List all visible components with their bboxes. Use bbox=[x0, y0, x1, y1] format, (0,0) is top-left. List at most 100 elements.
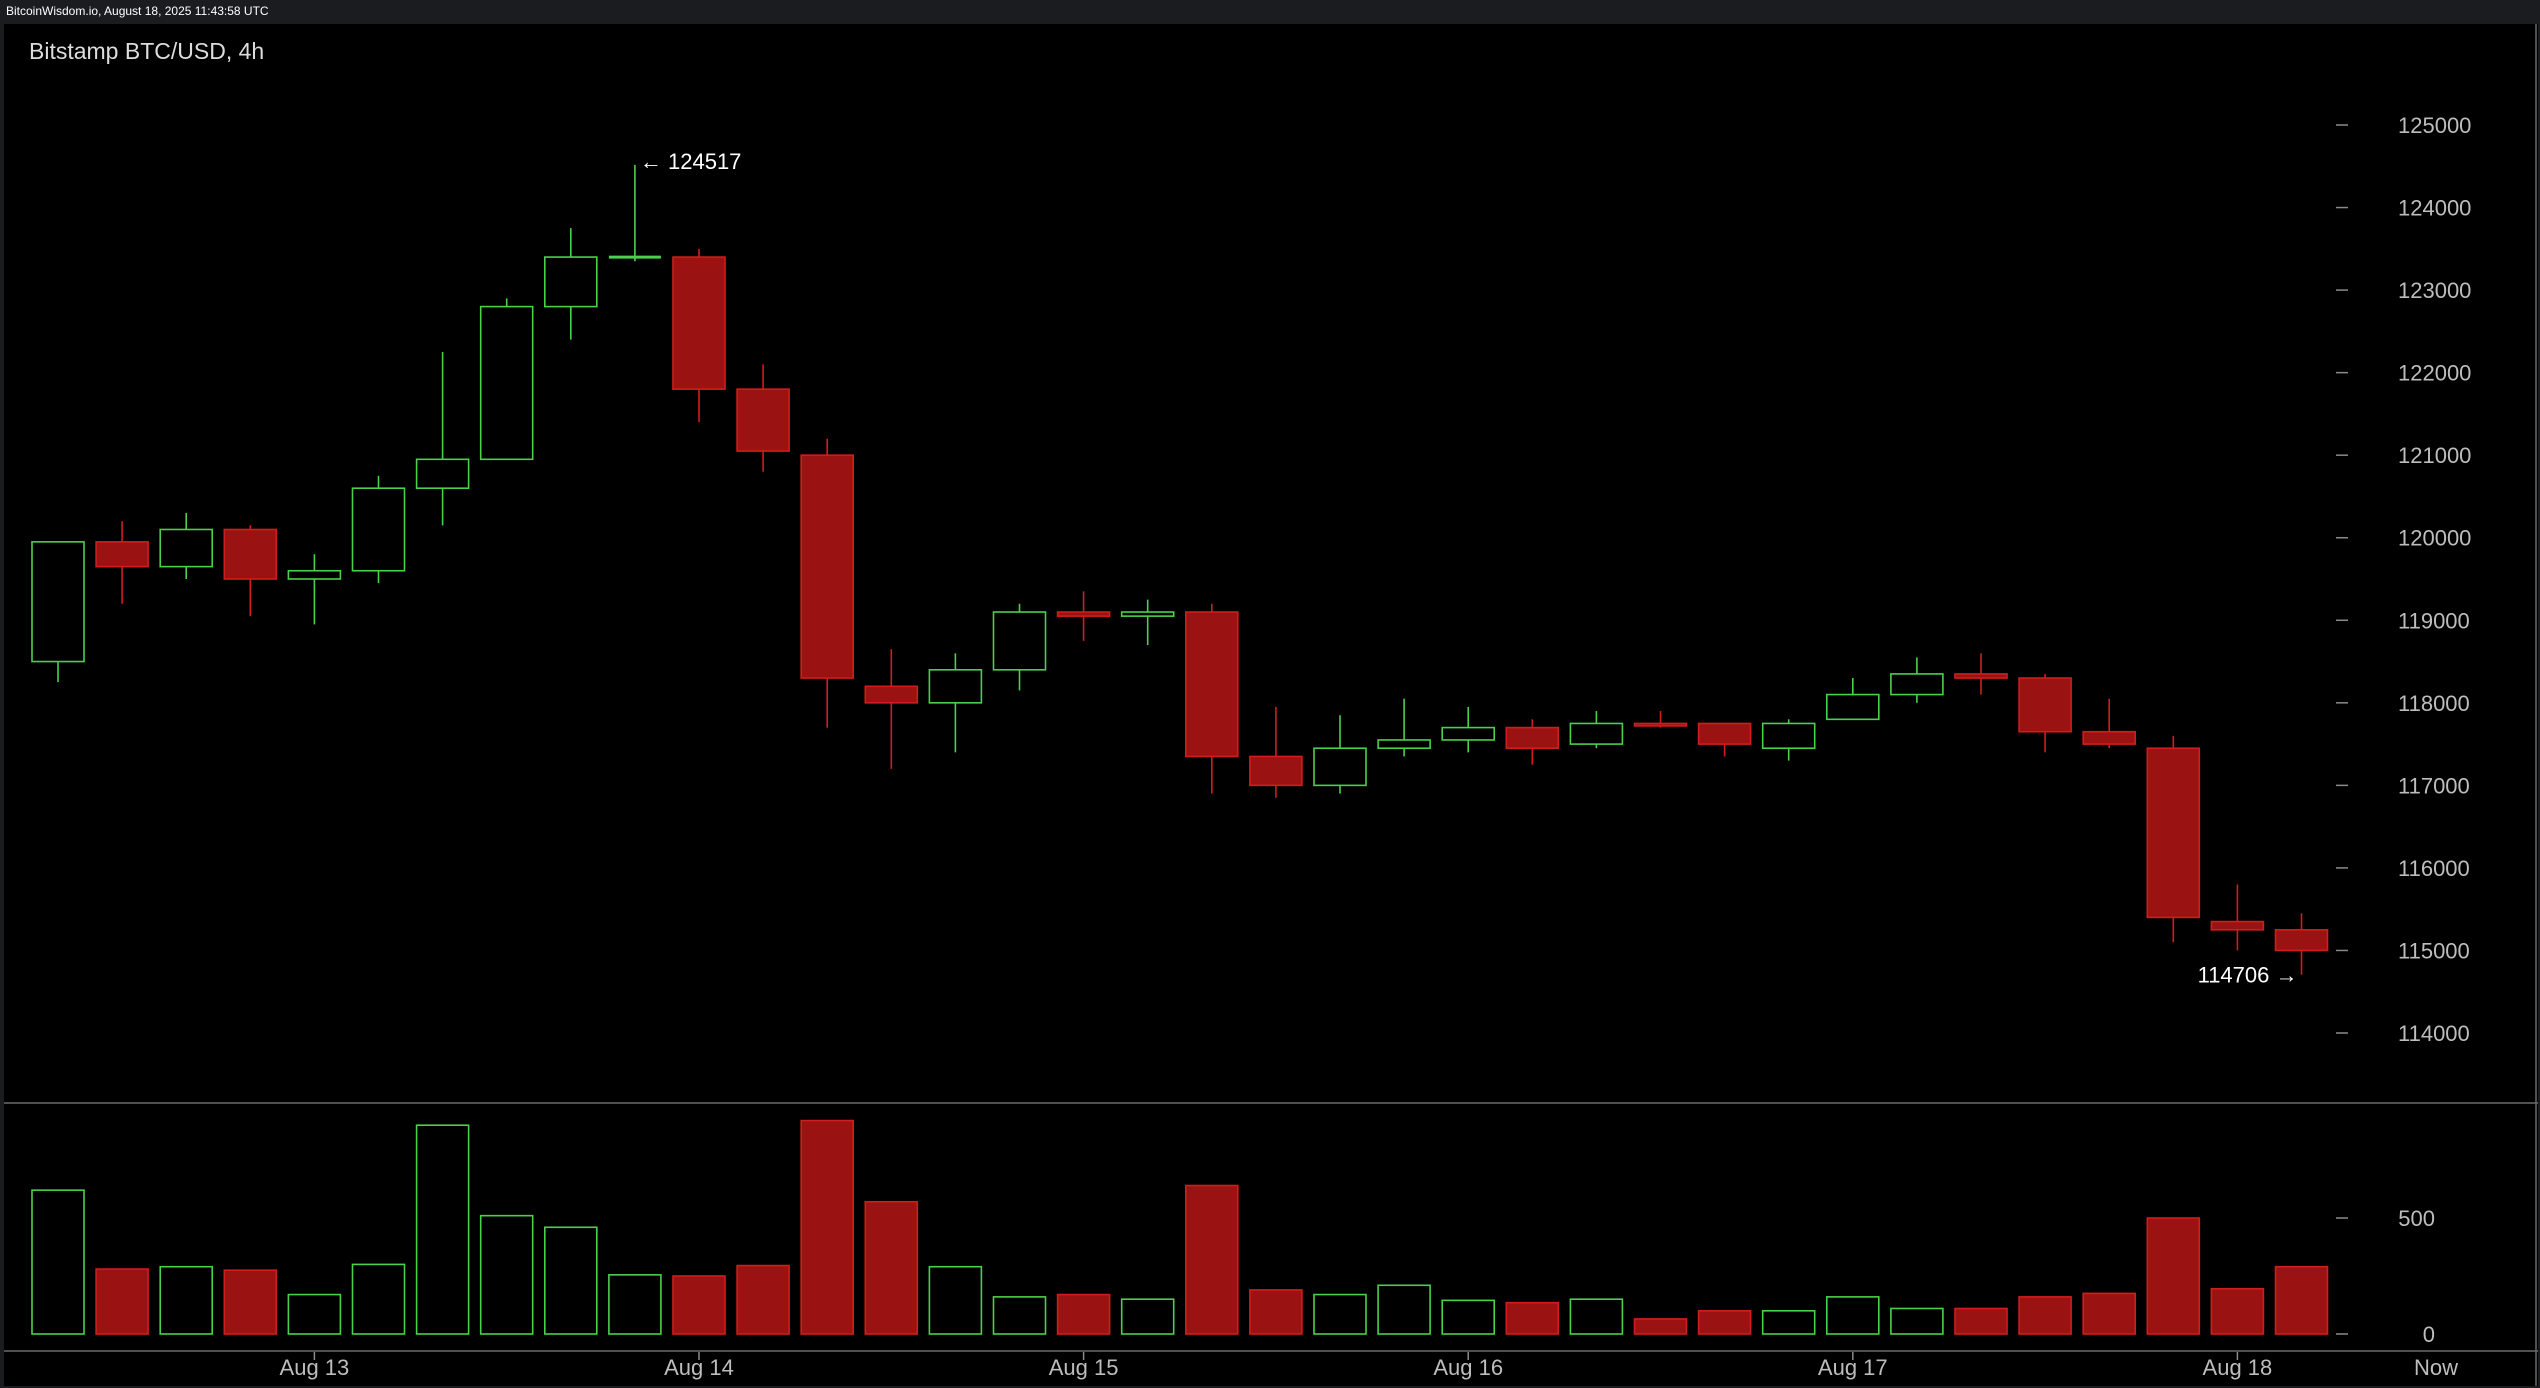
candle bbox=[1954, 653, 2008, 695]
volume-bar bbox=[2082, 1292, 2136, 1335]
volume-bar bbox=[31, 1189, 85, 1335]
candle bbox=[479, 298, 534, 461]
candle bbox=[800, 438, 855, 728]
volume-bar bbox=[2146, 1217, 2201, 1335]
volume-bar bbox=[223, 1269, 278, 1335]
candle-body bbox=[1826, 693, 1880, 721]
volume-bar bbox=[1569, 1298, 1624, 1335]
top-bar: BitcoinWisdom.io, August 18, 2025 11:43:… bbox=[0, 0, 2540, 24]
volume-bar bbox=[1313, 1293, 1367, 1335]
candle-body bbox=[864, 685, 919, 704]
candle bbox=[1249, 706, 1303, 798]
volume-bar bbox=[736, 1264, 790, 1335]
candle bbox=[736, 364, 790, 472]
volume-bar bbox=[1377, 1284, 1431, 1335]
time-tick-label: Aug 16 bbox=[1433, 1355, 1503, 1380]
volume-bar bbox=[608, 1274, 662, 1335]
candle bbox=[1890, 657, 1944, 703]
candle-body bbox=[1633, 722, 1688, 727]
price-tick-label: 125000 bbox=[2398, 113, 2471, 138]
price-tick-label: 115000 bbox=[2398, 938, 2470, 963]
time-tick-label: Aug 15 bbox=[1049, 1355, 1119, 1380]
volume-bar bbox=[1761, 1310, 1816, 1335]
candle-body bbox=[479, 305, 534, 461]
volume-bar bbox=[672, 1275, 726, 1335]
candle bbox=[928, 653, 983, 753]
candles bbox=[31, 164, 2329, 975]
volume-bar bbox=[1633, 1318, 1688, 1335]
candle bbox=[1569, 711, 1624, 749]
candle-body bbox=[1697, 722, 1752, 745]
price-tick-label: 114000 bbox=[2398, 1021, 2470, 1046]
volume-bar bbox=[1890, 1307, 1944, 1335]
volume-bar bbox=[2210, 1287, 2265, 1335]
candle bbox=[95, 521, 149, 604]
volume-bars bbox=[31, 1119, 2329, 1335]
high-annotation: ← 124517 bbox=[640, 149, 742, 174]
candle-body bbox=[351, 487, 406, 572]
candle bbox=[1761, 719, 1816, 761]
volume-bar bbox=[1249, 1289, 1303, 1335]
candle-body bbox=[1954, 673, 2008, 679]
price-tick-label: 117000 bbox=[2398, 773, 2470, 798]
volume-bar bbox=[1185, 1184, 1239, 1335]
chart-background bbox=[4, 24, 2538, 1386]
candle-body bbox=[2018, 677, 2072, 733]
candle bbox=[1313, 715, 1367, 794]
candle bbox=[1633, 711, 1688, 728]
volume-bar bbox=[479, 1214, 534, 1335]
source-timestamp: BitcoinWisdom.io, August 18, 2025 11:43:… bbox=[6, 4, 269, 18]
candle-body bbox=[543, 256, 598, 308]
price-tick-label: 121000 bbox=[2398, 443, 2471, 468]
candle-body bbox=[672, 256, 726, 390]
volume-bar bbox=[2018, 1296, 2072, 1335]
candle bbox=[543, 228, 598, 340]
candle-body bbox=[928, 668, 983, 704]
volume-axis: 0 500 bbox=[2336, 1206, 2435, 1347]
volume-bar bbox=[159, 1265, 213, 1335]
candle-body bbox=[2146, 747, 2201, 919]
time-tick-label: Aug 17 bbox=[1818, 1355, 1888, 1380]
volume-bar bbox=[1120, 1298, 1175, 1335]
candle bbox=[159, 512, 213, 579]
candle-body bbox=[2210, 920, 2265, 931]
candle-body bbox=[1120, 611, 1175, 617]
candle-body bbox=[736, 388, 790, 452]
candle bbox=[2082, 698, 2136, 749]
volume-bar bbox=[543, 1226, 598, 1335]
volume-tick-label: 0 bbox=[2423, 1322, 2435, 1347]
price-tick-label: 118000 bbox=[2398, 691, 2470, 716]
volume-bar bbox=[95, 1268, 149, 1335]
candle bbox=[1056, 591, 1111, 641]
volume-bar bbox=[351, 1263, 406, 1335]
time-tick-label: Aug 18 bbox=[2203, 1355, 2273, 1380]
candle bbox=[608, 164, 661, 262]
candle bbox=[2018, 673, 2072, 753]
candle-body bbox=[223, 528, 278, 580]
candle-body bbox=[95, 541, 149, 568]
price-tick-label: 123000 bbox=[2398, 278, 2471, 303]
price-axis: 114000 115000 116000 117000 118000 119000 1200… bbox=[2336, 113, 2471, 1046]
candle bbox=[2274, 913, 2329, 975]
candle-body bbox=[1056, 611, 1111, 617]
candle bbox=[672, 248, 726, 423]
volume-bar bbox=[1441, 1299, 1495, 1335]
volume-bar bbox=[992, 1296, 1047, 1335]
volume-bar bbox=[1697, 1310, 1752, 1335]
candle-body bbox=[31, 541, 85, 663]
price-tick-label: 116000 bbox=[2398, 856, 2470, 881]
candle bbox=[1826, 678, 1880, 721]
candle-body bbox=[1505, 726, 1560, 750]
volume-bar bbox=[800, 1119, 855, 1335]
price-tick-label: 122000 bbox=[2398, 361, 2471, 386]
candle-body bbox=[1249, 755, 1303, 787]
candle-body bbox=[287, 569, 342, 580]
price-tick-label: 119000 bbox=[2398, 608, 2470, 633]
volume-bar bbox=[2274, 1265, 2329, 1335]
candle-body bbox=[2082, 730, 2136, 745]
candle bbox=[1377, 698, 1431, 757]
time-tick-label: Now bbox=[2414, 1355, 2458, 1380]
candle-body bbox=[992, 611, 1047, 671]
volume-bar bbox=[415, 1124, 470, 1335]
